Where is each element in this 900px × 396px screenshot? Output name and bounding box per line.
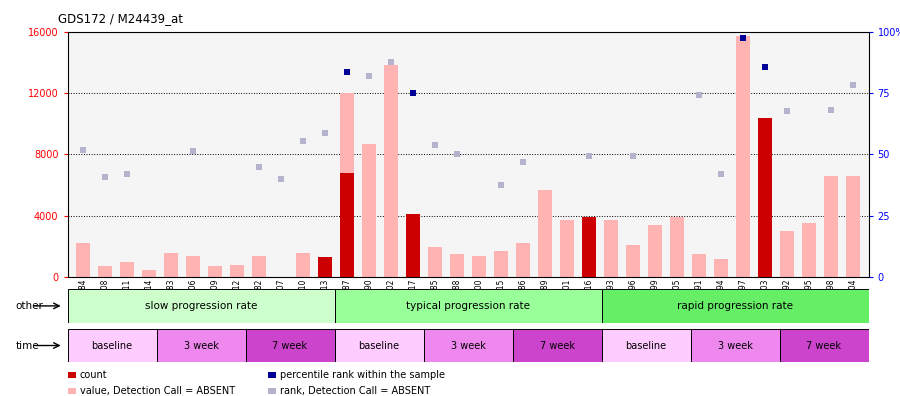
Bar	[759, 118, 771, 277]
Bar	[803, 223, 815, 277]
Bar	[780, 231, 794, 277]
Bar	[512, 329, 601, 362]
Bar	[319, 257, 331, 277]
Bar	[582, 217, 596, 277]
Bar	[605, 221, 617, 277]
Bar	[601, 289, 868, 323]
Bar	[715, 259, 728, 277]
Bar	[407, 214, 419, 277]
Bar	[165, 253, 177, 277]
Bar	[450, 254, 464, 277]
Bar	[296, 253, 310, 277]
Text: value, Detection Call = ABSENT: value, Detection Call = ABSENT	[79, 386, 235, 396]
Bar	[246, 329, 335, 362]
Text: 7 week: 7 week	[539, 341, 574, 350]
Text: rank, Detection Call = ABSENT: rank, Detection Call = ABSENT	[280, 386, 430, 396]
Bar	[670, 217, 684, 277]
Bar	[186, 256, 200, 277]
Bar	[335, 329, 424, 362]
Text: typical progression rate: typical progression rate	[406, 301, 530, 311]
Bar	[648, 225, 662, 277]
Bar	[208, 267, 221, 277]
Bar	[230, 265, 244, 277]
Bar	[340, 93, 354, 277]
Bar	[517, 244, 529, 277]
Bar	[736, 36, 750, 277]
Bar	[428, 246, 442, 277]
Bar	[121, 262, 133, 277]
Bar	[601, 329, 690, 362]
Bar	[538, 190, 552, 277]
Bar	[157, 329, 246, 362]
Text: 7 week: 7 week	[806, 341, 842, 350]
Bar	[268, 388, 275, 394]
Text: 3 week: 3 week	[717, 341, 752, 350]
Text: time: time	[15, 341, 39, 350]
Bar	[472, 256, 486, 277]
Bar	[268, 372, 275, 378]
Bar	[424, 329, 512, 362]
Bar	[692, 254, 706, 277]
Text: baseline: baseline	[358, 341, 400, 350]
Bar	[68, 329, 157, 362]
Bar	[76, 244, 89, 277]
Bar	[340, 173, 354, 277]
Bar	[626, 245, 640, 277]
Bar	[68, 372, 76, 378]
Bar	[68, 289, 335, 323]
Text: baseline: baseline	[626, 341, 667, 350]
Text: percentile rank within the sample: percentile rank within the sample	[280, 370, 445, 381]
Text: rapid progression rate: rapid progression rate	[677, 301, 793, 311]
Bar	[142, 270, 156, 277]
Bar	[847, 176, 860, 277]
Bar	[68, 388, 76, 394]
Bar	[824, 176, 838, 277]
Bar	[690, 329, 779, 362]
Bar	[384, 65, 398, 277]
Text: slow progression rate: slow progression rate	[145, 301, 257, 311]
Bar	[252, 256, 266, 277]
Text: baseline: baseline	[92, 341, 132, 350]
Text: 3 week: 3 week	[184, 341, 219, 350]
Text: GDS172 / M24439_at: GDS172 / M24439_at	[58, 12, 184, 25]
Bar	[335, 289, 601, 323]
Bar	[494, 251, 508, 277]
Bar	[98, 267, 112, 277]
Text: 3 week: 3 week	[451, 341, 485, 350]
Bar	[779, 329, 868, 362]
Bar	[363, 144, 375, 277]
Text: count: count	[79, 370, 107, 381]
Bar	[561, 221, 573, 277]
Text: 7 week: 7 week	[273, 341, 308, 350]
Text: other: other	[15, 301, 43, 311]
